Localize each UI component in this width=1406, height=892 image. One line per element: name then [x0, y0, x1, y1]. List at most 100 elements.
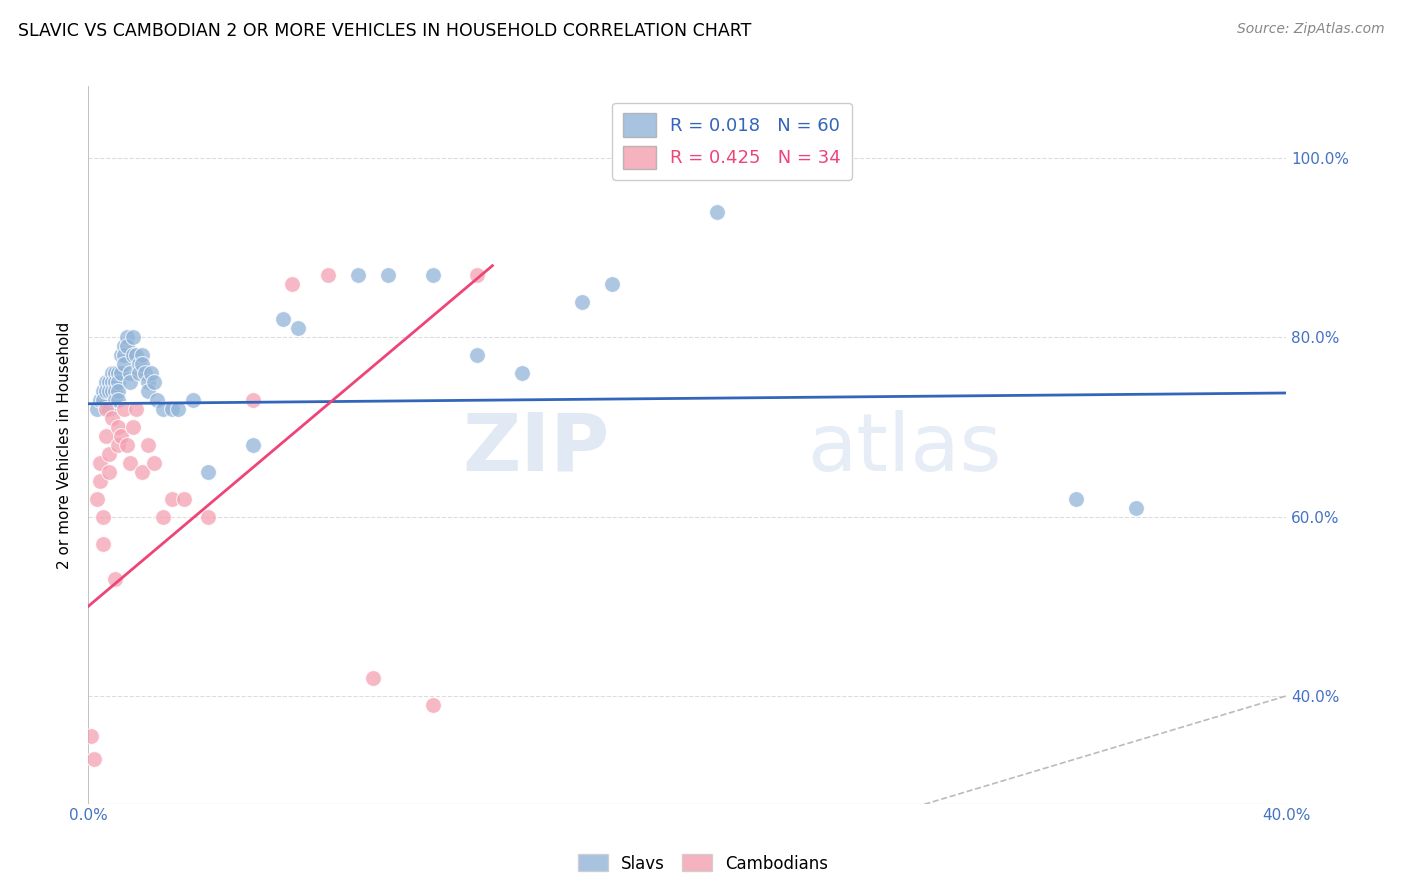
Point [287, 321, 309, 335]
Point [91, 384, 114, 399]
Point [512, 366, 534, 380]
Point [98, 376, 121, 390]
Point [89, 393, 111, 408]
Text: ZIP: ZIP [463, 409, 609, 488]
Point [115, 339, 138, 353]
Text: Source: ZipAtlas.com: Source: ZipAtlas.com [1237, 22, 1385, 37]
Point [112, 348, 135, 362]
Point [131, 357, 153, 371]
Point [94, 429, 117, 443]
Text: atlas: atlas [807, 409, 1001, 488]
Point [181, 393, 204, 408]
Point [122, 420, 145, 434]
Point [110, 366, 132, 380]
Point [128, 357, 150, 371]
Point [242, 393, 264, 408]
Point [271, 312, 294, 326]
Y-axis label: 2 or more Vehicles in Household: 2 or more Vehicles in Household [58, 321, 72, 568]
Point [131, 465, 153, 479]
Point [107, 376, 129, 390]
Point [467, 348, 489, 362]
Point [467, 268, 489, 282]
Point [101, 411, 124, 425]
Point [197, 509, 219, 524]
Point [242, 438, 264, 452]
Point [422, 698, 444, 712]
Point [94, 384, 117, 399]
Point [104, 393, 127, 408]
Point [104, 573, 127, 587]
Point [146, 393, 169, 408]
Point [316, 268, 339, 282]
Point [346, 268, 368, 282]
Point [152, 509, 174, 524]
Point [134, 366, 156, 380]
Point [136, 438, 159, 452]
Point [112, 402, 135, 417]
Point [101, 384, 124, 399]
Point [125, 402, 148, 417]
Point [107, 366, 129, 380]
Point [131, 348, 153, 362]
Point [143, 376, 166, 390]
Point [107, 384, 129, 399]
Point [197, 465, 219, 479]
Point [101, 376, 124, 390]
Point [122, 348, 145, 362]
Point [136, 384, 159, 399]
Point [80, 730, 103, 744]
Point [101, 366, 124, 380]
Point [128, 366, 150, 380]
Point [122, 330, 145, 344]
Point [89, 456, 111, 470]
Point [94, 402, 117, 417]
Point [120, 456, 142, 470]
Legend: Slavs, Cambodians: Slavs, Cambodians [571, 847, 835, 880]
Point [110, 348, 132, 362]
Point [107, 420, 129, 434]
Point [91, 393, 114, 408]
Point [125, 348, 148, 362]
Point [1066, 491, 1088, 506]
Point [112, 357, 135, 371]
Text: SLAVIC VS CAMBODIAN 2 OR MORE VEHICLES IN HOUSEHOLD CORRELATION CHART: SLAVIC VS CAMBODIAN 2 OR MORE VEHICLES I… [18, 22, 752, 40]
Point [571, 294, 593, 309]
Point [706, 205, 728, 219]
Point [136, 376, 159, 390]
Point [139, 366, 162, 380]
Point [91, 536, 114, 550]
Point [112, 339, 135, 353]
Point [94, 376, 117, 390]
Point [160, 491, 183, 506]
Point [120, 366, 142, 380]
Point [98, 384, 121, 399]
Point [104, 366, 127, 380]
Point [115, 330, 138, 344]
Point [98, 402, 121, 417]
Point [143, 456, 166, 470]
Point [152, 402, 174, 417]
Point [83, 752, 105, 766]
Point [107, 438, 129, 452]
Point [91, 509, 114, 524]
Point [281, 277, 304, 291]
Legend: R = 0.018   N = 60, R = 0.425   N = 34: R = 0.018 N = 60, R = 0.425 N = 34 [612, 103, 852, 179]
Point [361, 671, 384, 685]
Point [115, 438, 138, 452]
Point [600, 277, 623, 291]
Point [120, 376, 142, 390]
Point [160, 402, 183, 417]
Point [377, 268, 399, 282]
Point [110, 429, 132, 443]
Point [104, 376, 127, 390]
Point [104, 384, 127, 399]
Point [89, 474, 111, 488]
Point [173, 491, 195, 506]
Point [98, 465, 121, 479]
Point [86, 491, 108, 506]
Point [422, 268, 444, 282]
Point [1125, 500, 1147, 515]
Point [86, 402, 108, 417]
Point [98, 447, 121, 461]
Point [107, 393, 129, 408]
